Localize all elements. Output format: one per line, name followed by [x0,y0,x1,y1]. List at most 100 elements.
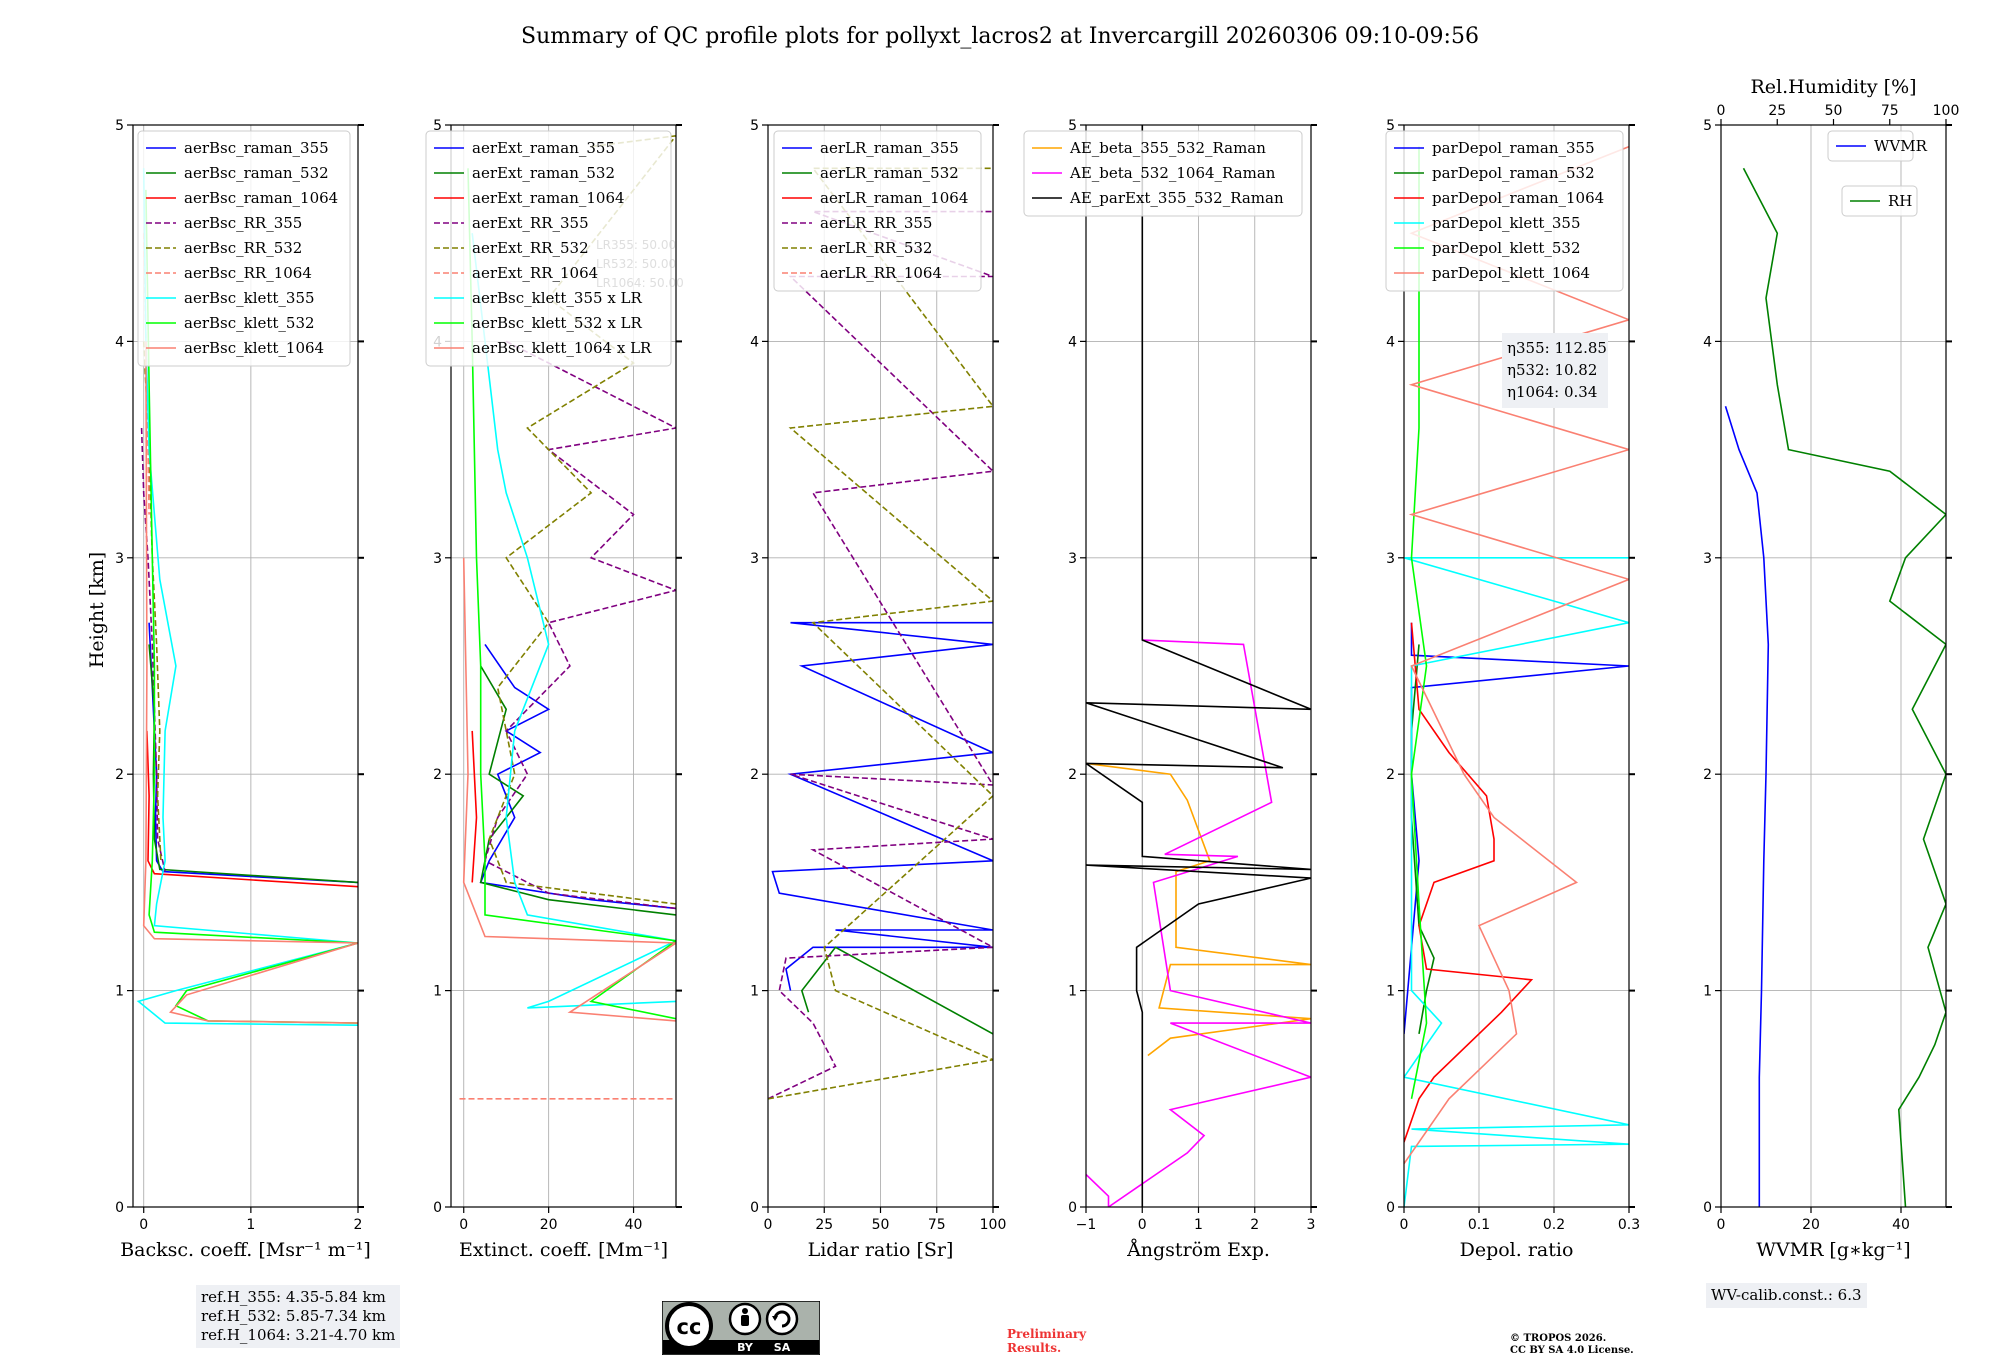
x-tick-label: 0 [764,1217,773,1233]
y-tick-label: 4 [1703,334,1712,350]
series-parDepol_raman_355 [1404,622,1629,1034]
ref-height-532: ref.H_532: 5.85-7.34 km [201,1307,386,1325]
x-tick-label: 100 [980,1217,1007,1233]
y-tick-label: 5 [1703,118,1712,134]
series-group [1086,125,1311,1207]
legend-entry: RH [1888,192,1912,210]
series-aerBsc_raman_355 [148,622,358,884]
legend-entry: aerLR_raman_355 [820,139,959,157]
axes-frame [1720,124,1947,1208]
y-tick-label: 2 [1068,767,1077,783]
by-label: BY [737,1341,754,1354]
y-tick-label: 0 [433,1200,442,1216]
x-tick-label: −1 [1076,1217,1097,1233]
x-axis-label: WVMR [g∗kg⁻¹] [1756,1239,1910,1261]
preliminary-line-1: Preliminary [1007,1327,1087,1341]
faint-lr-label: LR532: 50.00 [596,257,676,271]
series-aerBsc_raman_1064 [146,730,358,888]
x-tick-label: 3 [1307,1217,1316,1233]
series-parDepol_klett_532 [1410,146,1428,1099]
series-WVMR [1724,406,1770,1207]
series-parDepol_klett_355 [1404,557,1629,1207]
legend-entry: aerBsc_klett_1064 x LR [472,339,652,357]
x-tick-label: 0.2 [1543,1217,1565,1233]
series-aerBsc_klett_355 x LR [471,233,676,1009]
series-parDepol_raman_1064 [1404,622,1534,1143]
cc-license-badge: cc BY SA [662,1301,820,1355]
y-tick-label: 0 [1703,1200,1712,1216]
legend-entry: parDepol_raman_1064 [1432,189,1604,207]
x-axis-label: Backsc. coeff. [Msr⁻¹ m⁻¹] [120,1239,371,1261]
legend-entry: aerBsc_klett_1064 [184,339,324,357]
axes-frame [1403,124,1630,1208]
x-tick-label: 0.1 [1468,1217,1490,1233]
x-tick-label: 0 [139,1217,148,1233]
panel-1: 0 1 2 0 1 2 3 4 5 Backsc. coeff. [Msr⁻¹ m⁻¹] aerBs… [115,118,371,1261]
series-aerExt_raman_532 [479,665,676,916]
series-aerBsc_klett_1064 x LR [462,557,676,1022]
top-tick-label: 0 [1717,103,1726,119]
y-tick-label: 5 [433,118,442,134]
y-tick-label: 5 [750,118,759,134]
panel-5: 0 0.1 0.2 0.3 0 1 2 3 4 5 Depol. ratio parDepol_ram… [1385,118,1640,1261]
legend-entry: aerBsc_RR_532 [184,239,302,257]
legend-entry: WVMR [1874,137,1928,155]
series-AE_beta_355_532_Raman [1086,762,1311,1057]
panel-6: 0 20 40 0 1 2 3 4 5 WVMR [g∗kg⁻¹] 0 25 50 75 100 Rel.Hu… [1703,76,1959,1261]
series-aerBsc_klett_1064 [142,341,358,1024]
panel-3: 0 25 50 75 100 0 1 2 3 4 5 Lidar ratio [Sr] aerLR_ra… [750,118,1006,1261]
y-tick-label: 1 [1068,984,1077,1000]
legend-entry: aerExt_RR_1064 [472,264,598,282]
legend: parDepol_raman_355 parDepol_raman_532 parD… [1385,130,1624,292]
eta-label: η355: 112.85 [1507,339,1607,357]
sa-label: SA [774,1341,791,1354]
series-aerExt_RR_355 [484,340,676,910]
y-tick-label: 1 [1386,984,1395,1000]
preliminary-line-2: Results. [1007,1341,1062,1355]
top-tick-label: 25 [1768,103,1786,119]
y-tick-label: 4 [1386,334,1395,350]
y-tick-label: 4 [750,334,759,350]
legend: WVMR RH [1827,130,1928,217]
y-tick-label: 0 [1386,1200,1395,1216]
x-tick-label: 20 [540,1217,558,1233]
legend: aerLR_raman_355 aerLR_raman_532 aerLR_rama… [773,130,982,292]
legend-entry: AE_beta_355_532_Raman [1069,139,1266,157]
legend-entry: aerBsc_klett_532 [184,314,315,332]
legend-entry: aerBsc_raman_355 [184,139,329,157]
y-tick-label: 2 [433,767,442,783]
y-tick-label: 4 [115,334,124,350]
x-tick-label: 0.3 [1618,1217,1640,1233]
legend-entry: aerBsc_RR_1064 [184,264,312,282]
legend-entry: aerExt_raman_1064 [472,189,625,207]
axes-frame [132,124,359,1208]
series-aerBsc_klett_355 [136,168,358,1026]
ref-height-355: ref.H_355: 4.35-5.84 km [201,1288,386,1306]
legend-entry: aerBsc_klett_532 x LR [472,314,643,332]
x-tick-label: 40 [625,1217,643,1233]
series-aerLR_raman_355 [771,621,993,991]
legend-entry: parDepol_klett_532 [1432,239,1581,257]
figure-title: Summary of QC profile plots for pollyxt_… [521,24,1479,49]
series-aerBsc_raman_532 [148,644,358,884]
top-axis-label: Rel.Humidity [%] [1750,76,1916,98]
y-tick-label: 5 [1068,118,1077,134]
x-tick-label: 0 [459,1217,468,1233]
y-tick-label: 1 [750,984,759,1000]
legend-entry: aerBsc_raman_532 [184,164,329,182]
y-tick-label: 4 [1068,334,1077,350]
x-tick-label: 25 [815,1217,833,1233]
x-tick-label: 0 [1717,1217,1726,1233]
x-tick-label: 50 [872,1217,890,1233]
legend-entry: aerBsc_klett_355 [184,289,315,307]
eta-label: η1064: 0.34 [1507,383,1597,401]
legend-entry: aerBsc_RR_355 [184,214,302,232]
legend-entry: aerBsc_klett_355 x LR [472,289,643,307]
series-aerExt_raman_1064 [471,730,478,883]
x-tick-label: 2 [354,1217,363,1233]
x-tick-label: 1 [1194,1217,1203,1233]
y-tick-label: 3 [433,551,442,567]
ref-heights-box: ref.H_355: 4.35-5.84 km ref.H_532: 5.85-… [196,1285,401,1348]
